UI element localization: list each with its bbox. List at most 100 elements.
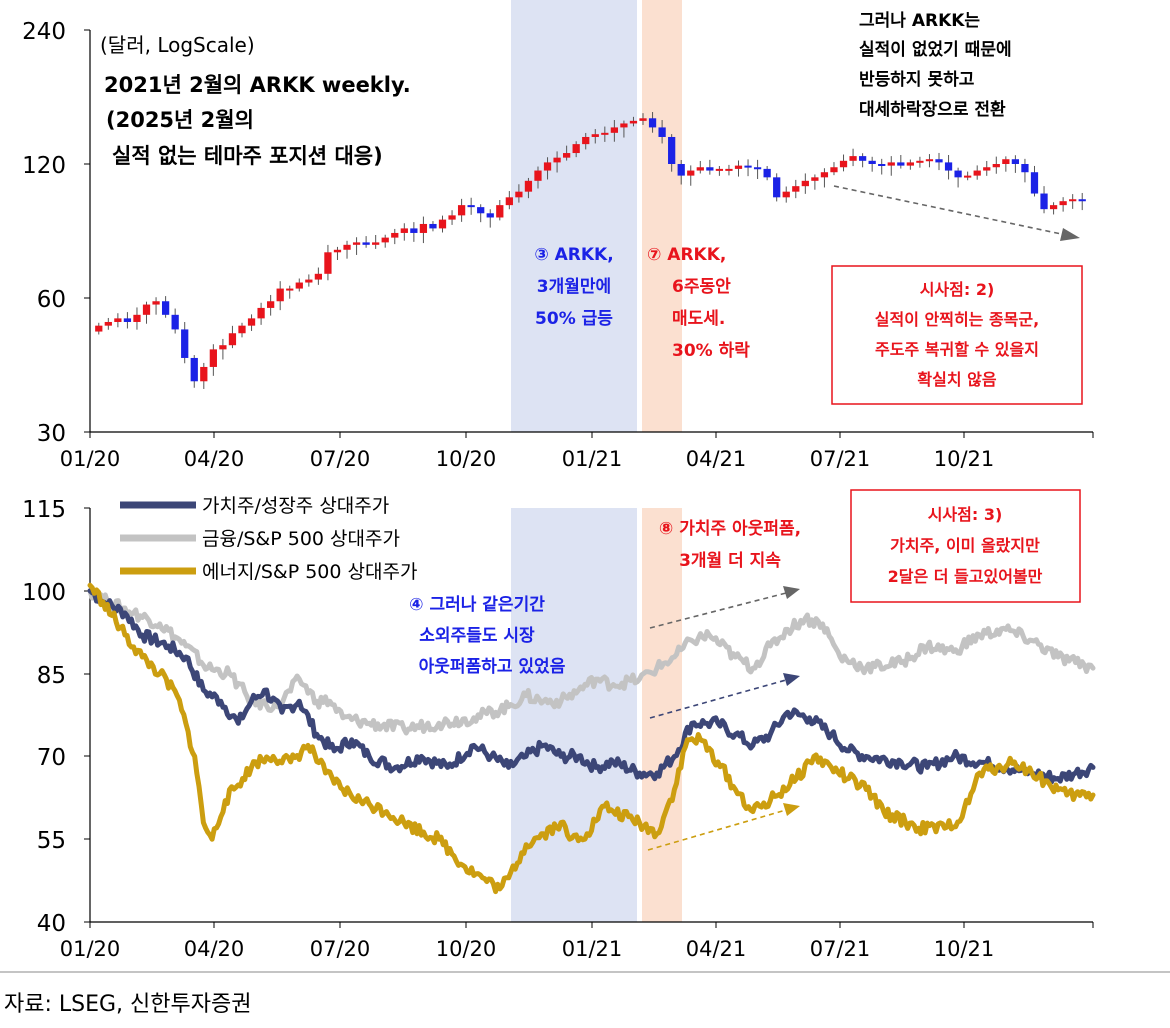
- downtrend-arrow-line: [833, 185, 1067, 236]
- candle-body: [190, 357, 198, 382]
- candle-body: [763, 168, 771, 178]
- candle-body: [582, 136, 590, 145]
- candle-body: [1049, 205, 1058, 210]
- chart-title-line-3: 실적 없는 테마주 포지션 대응): [112, 144, 383, 168]
- candle-body: [238, 325, 246, 334]
- candle-body: [448, 215, 456, 220]
- candle-body: [362, 242, 370, 245]
- candle-body: [1059, 201, 1067, 206]
- candle-body: [515, 191, 523, 198]
- candle-body: [830, 167, 838, 173]
- candle-body: [1011, 159, 1020, 164]
- x-tick-label: 07/21: [810, 937, 871, 961]
- note-4-line: 소외주들도 시장: [419, 626, 535, 646]
- relative-price-lines: [87, 582, 1096, 895]
- implication-box-2-frame: [831, 265, 1083, 405]
- candle-body: [438, 219, 447, 229]
- candle-body: [352, 242, 361, 245]
- candle-body: [505, 197, 513, 206]
- candle-body: [381, 237, 389, 243]
- candle-body: [553, 157, 561, 163]
- x-tick-label: 10/21: [934, 937, 995, 961]
- top-y-tick-label: 30: [37, 421, 66, 447]
- candle-body: [1078, 199, 1086, 202]
- candle-body: [906, 162, 914, 166]
- candle-body: [591, 134, 599, 137]
- candle-body: [677, 164, 685, 176]
- x-tick-label: 07/20: [310, 937, 371, 961]
- note-7-arkk-selloff: ⑦ ARKK, 6주동안 매도세. 30% 하락: [647, 245, 750, 361]
- candle-body: [181, 329, 189, 358]
- bottom-panel: 115 100 85 70 55 40 01/20 04/20 07/20 10/20…: [22, 489, 1096, 961]
- band-blue-bottom: [511, 508, 637, 922]
- bottom-y-tick-label: 55: [37, 828, 66, 854]
- candle-body: [944, 162, 953, 171]
- note-top-right: 그러나 ARKK는 실적이 없었기 때문에 반등하지 못하고 대세하락장으로 전…: [859, 11, 1012, 120]
- candle-body: [209, 349, 217, 367]
- candle-body: [1040, 193, 1048, 210]
- candle-body: [429, 223, 437, 229]
- band-orange-top: [642, 0, 682, 432]
- candle-body: [276, 288, 284, 302]
- note-8-line: ⑧ 가치주 아웃퍼폼,: [659, 519, 801, 539]
- candle-body: [811, 177, 819, 181]
- downtrend-arrow: [833, 185, 1080, 241]
- candle-body: [400, 228, 408, 233]
- candle-body: [200, 366, 208, 382]
- candle-body: [668, 136, 676, 164]
- candle-body: [801, 180, 809, 187]
- arrow-finance-head: [783, 586, 800, 599]
- box3-line: 시사점: 3): [928, 505, 1003, 524]
- candle-body: [324, 252, 332, 274]
- candle-body: [648, 118, 657, 128]
- downtrend-arrow-head: [1060, 228, 1080, 241]
- x-tick-label: 04/21: [686, 937, 747, 961]
- candle-body: [706, 167, 714, 171]
- implication-box-3: 시사점: 3) 가치주, 이미 올랐지만 2달은 더 들고있어볼만: [850, 489, 1081, 603]
- candle-body: [457, 205, 466, 216]
- x-tick-label: 01/21: [562, 937, 623, 961]
- candle-body: [715, 168, 724, 171]
- source-note: 자료: LSEG, 신한투자증권: [4, 992, 251, 1017]
- candle-body: [152, 301, 160, 305]
- x-tick-label: 10/21: [934, 447, 995, 471]
- candle-body: [267, 301, 275, 308]
- candle-body: [983, 167, 991, 171]
- box3-line: 가치주, 이미 올랐지만: [890, 536, 1040, 555]
- line-value-growth: [87, 588, 1096, 785]
- legend: 가치주/성장주 상대주가 금융/S&P 500 상대주가 에너지/S&P 500…: [120, 495, 417, 583]
- x-tick-label: 07/20: [310, 447, 371, 471]
- candle-body: [104, 321, 112, 326]
- top-y-tick-label: 120: [22, 153, 66, 179]
- arrow-value-head: [783, 673, 800, 686]
- bottom-x-ticks: 01/20 04/20 07/20 10/20 01/21 04/21 07/21 10/21: [60, 922, 1094, 961]
- note-top-right-line: 그러나 ARKK는: [859, 11, 980, 31]
- band-blue-top: [511, 0, 637, 432]
- candle-body: [925, 159, 934, 162]
- candle-body: [343, 244, 351, 250]
- note-4-value-outperform: ④ 그러나 같은기간 소외주들도 시장 아웃퍼폼하고 있었음: [409, 595, 566, 677]
- candle-body: [954, 170, 962, 178]
- bottom-y-tick-label: 100: [22, 580, 66, 606]
- candle-body: [314, 273, 323, 280]
- candle-body: [973, 170, 981, 176]
- chart-title-line-1: 2021년 2월의 ARKK weekly.: [104, 73, 411, 97]
- legend-label-energy: 에너지/S&P 500 상대주가: [202, 561, 417, 583]
- candle-body: [734, 165, 743, 169]
- top-y-axis: 240 120 60 30: [22, 19, 91, 447]
- candle-body: [820, 172, 829, 178]
- candle-body: [305, 279, 313, 283]
- candle-body: [114, 318, 122, 322]
- candle-body: [773, 177, 781, 198]
- candle-body: [725, 168, 733, 171]
- candle-body: [410, 228, 418, 233]
- candle-body: [878, 164, 886, 166]
- candle-body: [601, 132, 609, 135]
- candlestick-series: [95, 112, 1086, 389]
- candle-body: [753, 167, 762, 170]
- line-energy-sp500: [87, 582, 1096, 895]
- candle-body: [295, 282, 303, 289]
- top-panel: 240 120 60 30 01/20 04/20 07/20 10/20 01/21 0…: [22, 11, 1094, 471]
- candle-body: [1069, 199, 1077, 202]
- arrow-energy-head: [783, 803, 800, 816]
